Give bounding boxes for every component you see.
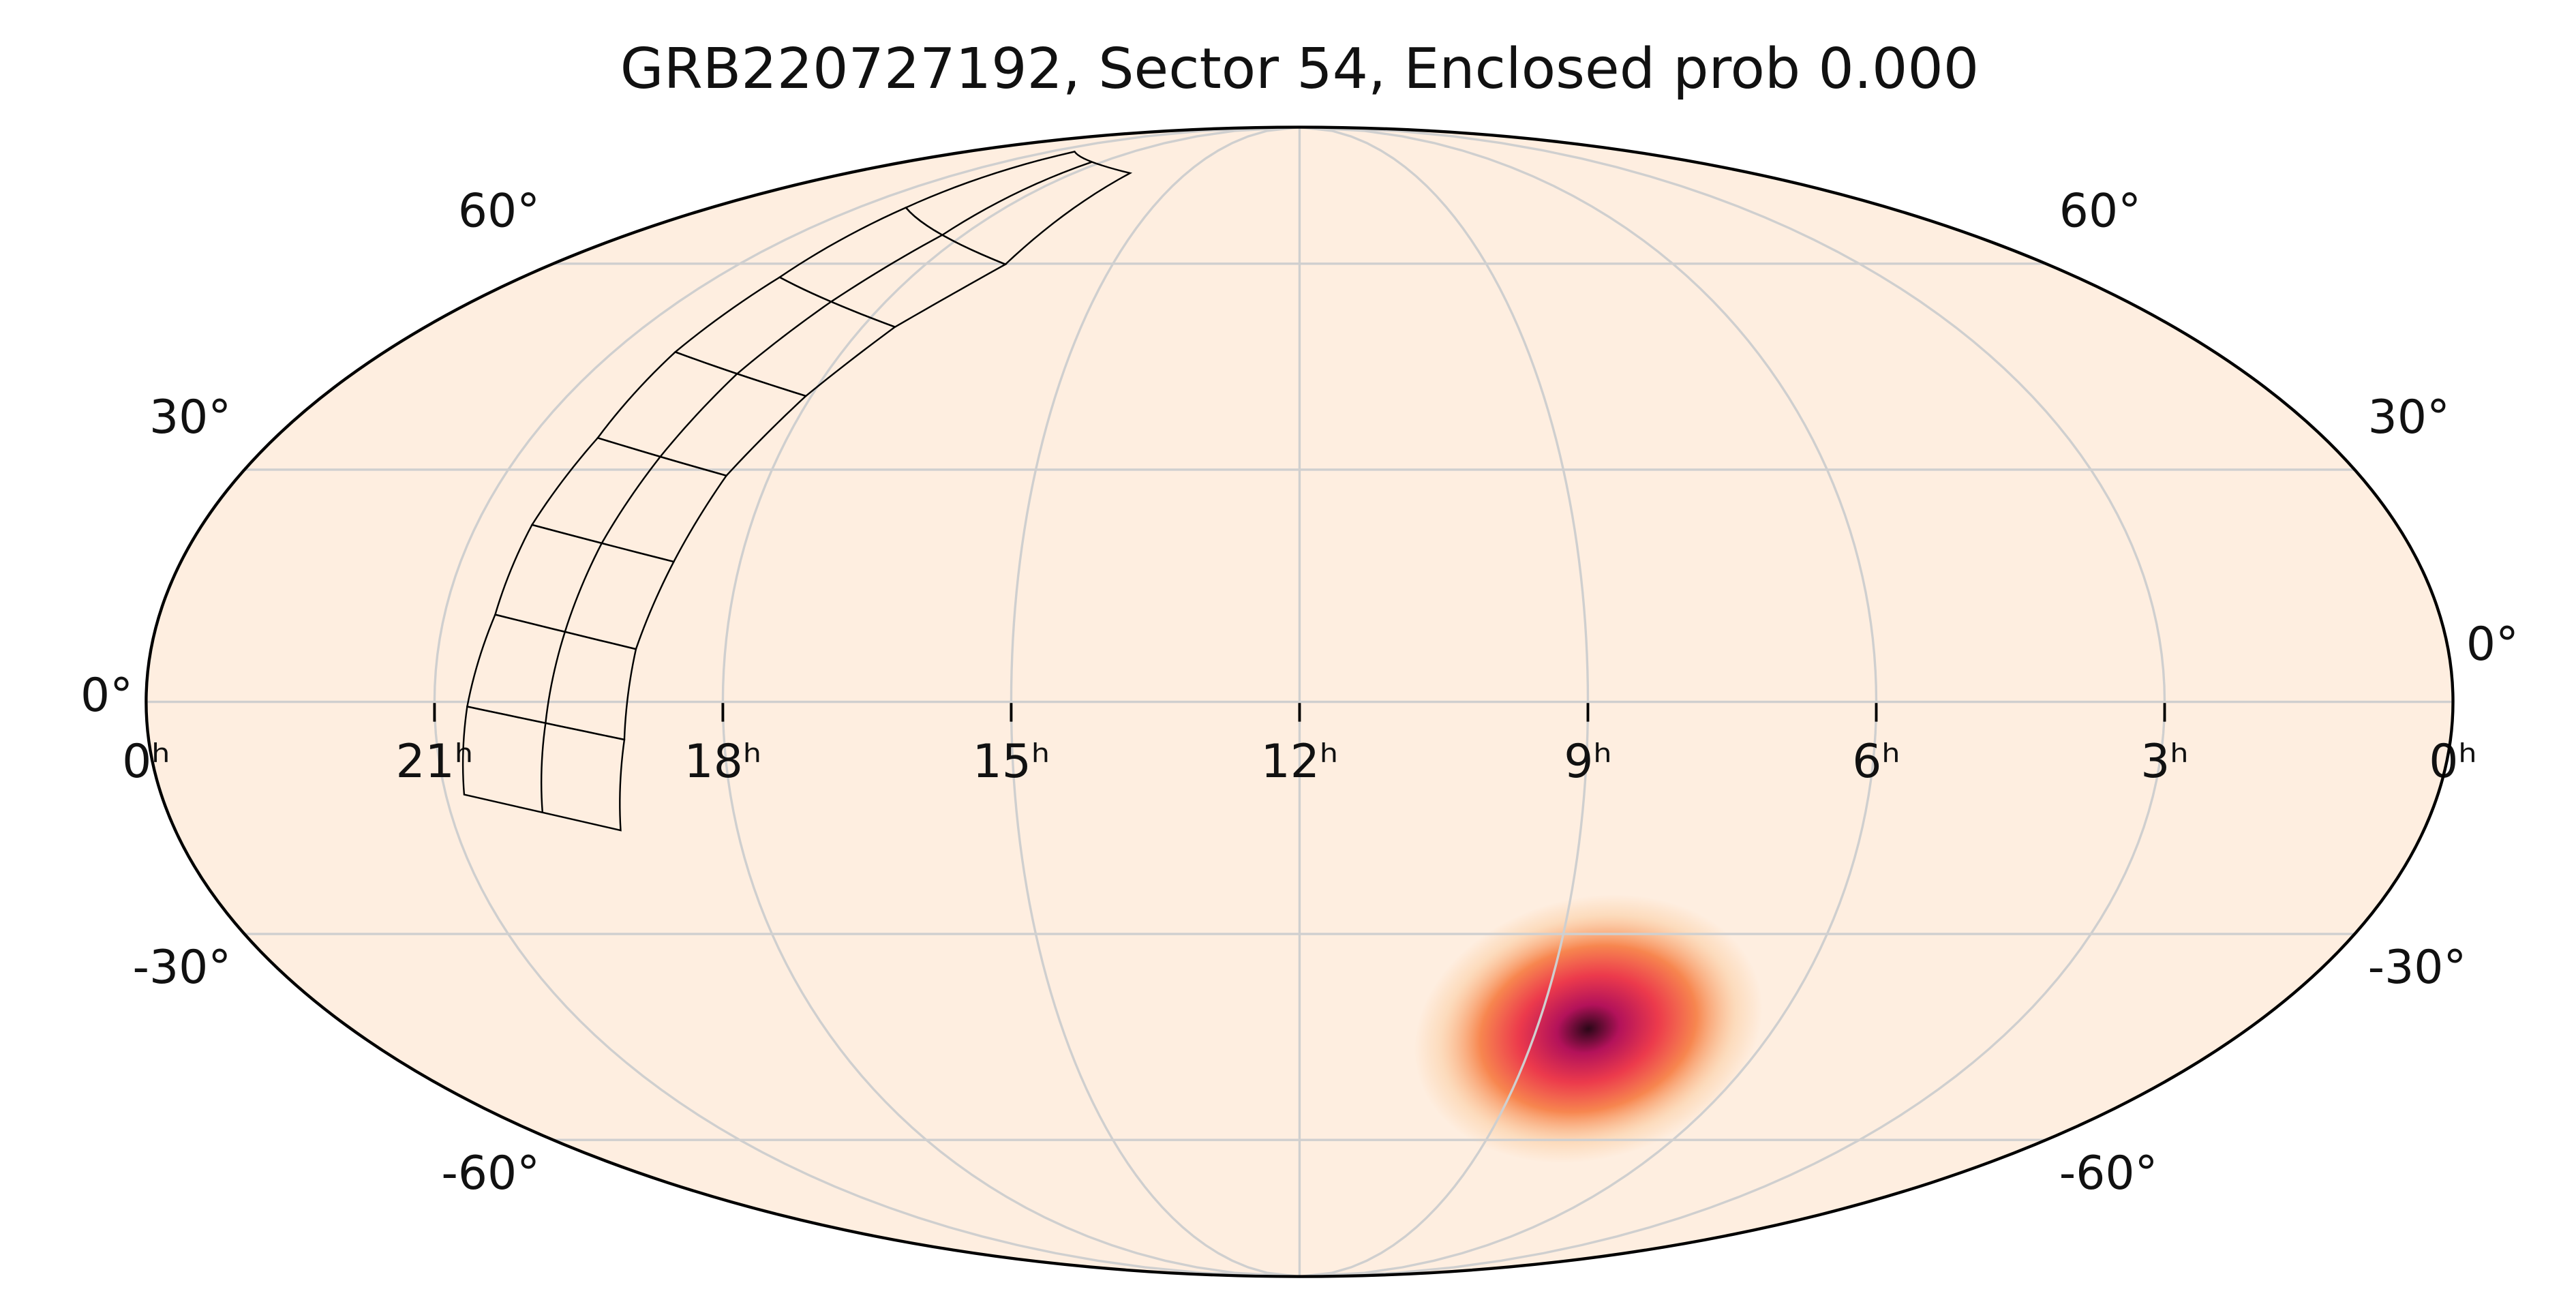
x-tick-label: 15ʰ — [973, 734, 1050, 788]
y-tick-label: 0° — [2466, 617, 2519, 671]
y-tick-label: -30° — [2368, 940, 2467, 994]
y-tick-label: 60° — [2059, 184, 2141, 238]
chart-title: GRB220727192, Sector 54, Enclosed prob 0… — [620, 37, 1979, 102]
ccd-divider — [545, 631, 566, 723]
x-tick-label: 0ʰ — [2429, 734, 2477, 788]
y-tick-label: -60° — [441, 1146, 540, 1200]
y-tick-label: 30° — [2368, 390, 2450, 444]
x-tick-label: 6ʰ — [1852, 734, 1900, 788]
x-tick-label: 0ʰ — [122, 734, 170, 788]
ccd-outline — [904, 151, 1133, 266]
y-tick-label: -60° — [2059, 1146, 2158, 1200]
y-tick-label: 60° — [458, 184, 540, 238]
ccd-divider — [941, 161, 1093, 236]
ccd-divider — [736, 301, 832, 375]
ccd-divider — [659, 373, 738, 457]
ccd-divider — [540, 723, 547, 813]
ccd-divider — [564, 543, 603, 633]
ccd-divider — [601, 456, 661, 544]
x-tick-label: 12ʰ — [1261, 734, 1339, 788]
localization-blob — [1414, 894, 1763, 1164]
ccd-divider — [830, 234, 943, 303]
x-tick-label: 3ʰ — [2140, 734, 2189, 788]
sky-outline — [145, 125, 2455, 1278]
y-tick-label: -30° — [133, 940, 232, 994]
y-tick-label: 30° — [149, 390, 231, 444]
x-tick-label: 21ʰ — [396, 734, 474, 788]
y-tick-label: 0° — [80, 668, 133, 722]
map-layer: 0ʰ 21ʰ 18ʰ 15ʰ 12ʰ 9ʰ 6ʰ 3ʰ 0ʰ 60° 60° 30° 30° 0° 0° -3… — [80, 125, 2519, 1278]
x-tick-label: 9ʰ — [1564, 734, 1612, 788]
x-tick-label: 18ʰ — [684, 734, 762, 788]
